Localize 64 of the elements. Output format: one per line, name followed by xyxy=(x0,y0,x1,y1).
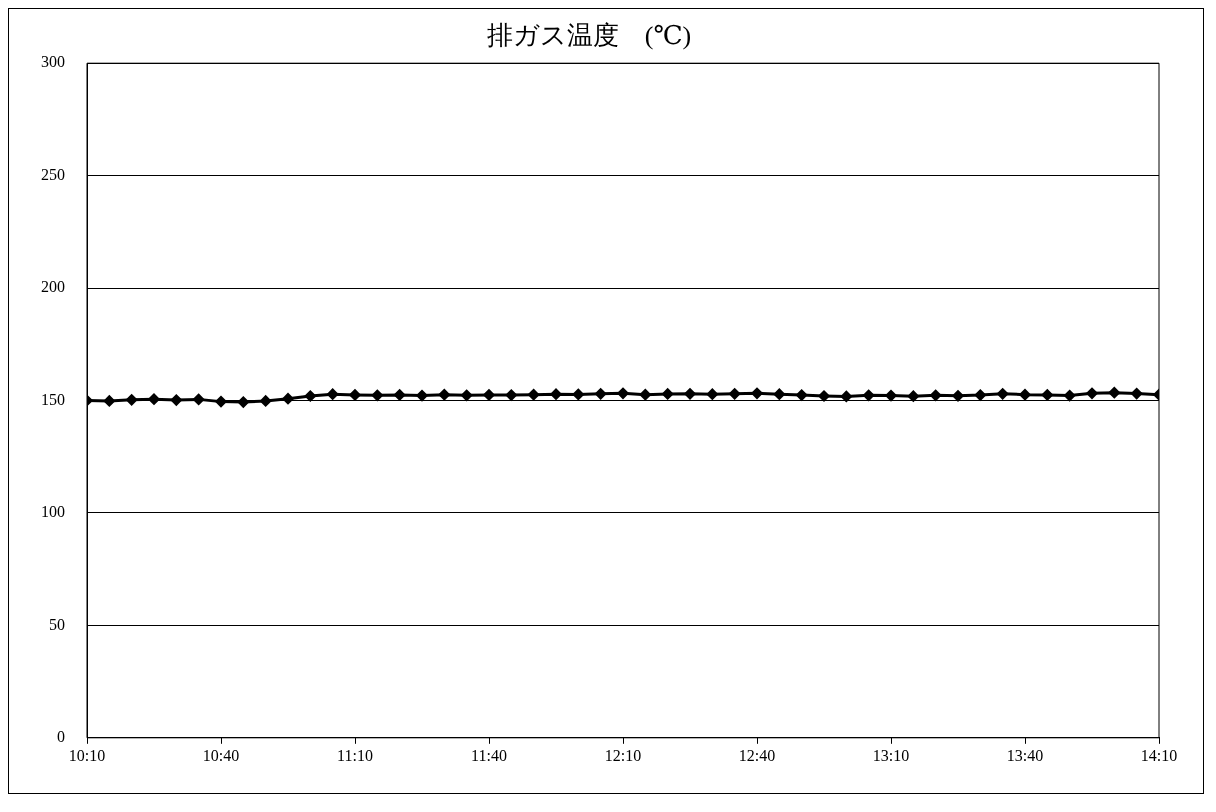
x-tick-label: 13:10 xyxy=(872,746,910,764)
x-tick-label: 14:10 xyxy=(1140,746,1178,764)
x-tick-label: 11:10 xyxy=(337,746,373,764)
y-tick-label: 0 xyxy=(57,728,65,745)
point xyxy=(215,396,227,408)
point xyxy=(907,390,919,402)
x-tick-label: 11:40 xyxy=(471,746,507,764)
point xyxy=(461,389,473,401)
x-tick-label: 13:40 xyxy=(1006,746,1044,764)
point xyxy=(550,388,562,400)
point xyxy=(974,389,986,401)
point xyxy=(103,395,115,407)
y-tick-label: 250 xyxy=(41,165,65,183)
point xyxy=(505,389,517,401)
point xyxy=(796,389,808,401)
point xyxy=(148,393,160,405)
point xyxy=(662,388,674,400)
point xyxy=(706,388,718,400)
point xyxy=(684,388,696,400)
x-tick-label: 10:10 xyxy=(68,746,106,764)
point xyxy=(639,389,651,401)
point xyxy=(170,394,182,406)
point xyxy=(863,389,875,401)
point xyxy=(438,389,450,401)
point xyxy=(840,390,852,402)
point xyxy=(1108,387,1120,399)
point xyxy=(885,390,897,402)
point xyxy=(327,388,339,400)
point xyxy=(416,390,428,402)
point xyxy=(1131,388,1143,400)
y-tick-label: 50 xyxy=(49,615,65,633)
point xyxy=(617,387,629,399)
point xyxy=(260,395,272,407)
point xyxy=(394,389,406,401)
point xyxy=(818,390,830,402)
point xyxy=(1019,389,1031,401)
point xyxy=(528,389,540,401)
point xyxy=(1086,387,1098,399)
point xyxy=(282,393,294,405)
y-tick-label: 150 xyxy=(41,390,65,408)
point xyxy=(729,388,741,400)
point xyxy=(930,389,942,401)
y-tick-label: 200 xyxy=(41,278,65,296)
x-tick-label: 10:40 xyxy=(202,746,240,764)
point xyxy=(773,388,785,400)
point xyxy=(952,390,964,402)
point xyxy=(595,388,607,400)
point xyxy=(997,388,1009,400)
x-tick-label: 12:40 xyxy=(738,746,776,764)
point xyxy=(193,393,205,405)
point xyxy=(126,394,138,406)
point xyxy=(572,388,584,400)
point xyxy=(1041,389,1053,401)
y-tick-label: 300 xyxy=(41,53,65,71)
point xyxy=(237,396,249,408)
point xyxy=(1064,390,1076,402)
point xyxy=(751,387,763,399)
point xyxy=(304,390,316,402)
point xyxy=(371,389,383,401)
x-tick-label: 12:10 xyxy=(604,746,642,764)
point xyxy=(483,389,495,401)
chart-title: 排ガス温度 (℃) xyxy=(486,21,692,51)
y-tick-label: 100 xyxy=(41,503,65,521)
point xyxy=(349,389,361,401)
